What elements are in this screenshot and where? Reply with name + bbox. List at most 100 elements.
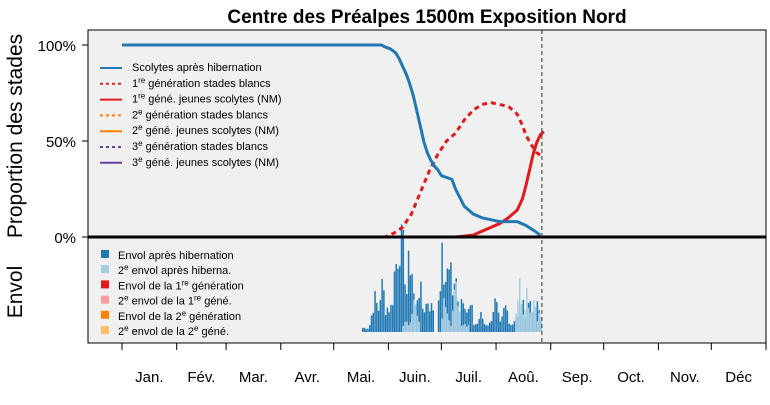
bar-envol-hib-1-140	[367, 328, 369, 332]
legend-envol-key-0	[101, 250, 109, 258]
bar-envol-hib-4-209	[488, 322, 491, 332]
bar-envol-hib-3-187	[450, 262, 452, 332]
bar-envol-hib-4-200	[473, 324, 475, 332]
bar-envol-hib-2-170	[420, 281, 422, 332]
bar-envol-hib-3-186	[448, 269, 450, 332]
legend-envol-key-3	[101, 295, 109, 304]
bar-envol-hib-2-154	[391, 305, 394, 332]
bar-envol-hib-1-138	[363, 327, 366, 332]
bar-envol-hib-2-152	[388, 312, 390, 332]
legend-envol-key-2	[101, 280, 109, 289]
bar-envol-hib-5-236	[536, 301, 539, 332]
y-axis-ticks: 0% 50% 100%	[38, 38, 88, 247]
legend-stades-label-6: 3e géné. jeunes scolytes (NM)	[132, 155, 279, 169]
y-tick-label-1: 50%	[46, 134, 76, 151]
legend-stades: Scolytes après hibernation 1re génération…	[100, 62, 282, 169]
bar-envol-hib-2-174	[427, 303, 429, 332]
x-tick-label-11: Déc	[725, 369, 752, 386]
bar-envol2-hib-2-188	[451, 310, 454, 332]
bar-envol-hib-4-215	[499, 321, 502, 332]
bar-envol-hib-4-218	[504, 305, 507, 332]
bar-envol-hib-2-171	[421, 308, 424, 332]
legend-envol-key-1	[101, 265, 109, 274]
bar-envol2-hib-3-233	[531, 312, 533, 332]
x-tick-label-10: Nov.	[670, 369, 700, 386]
bar-envol2-hib-2-184	[444, 307, 447, 332]
bar-envol2-hib-3-237	[538, 312, 540, 332]
bar-envol2-hib-2-190	[455, 281, 457, 332]
bar-envol-hib-1-141	[369, 325, 371, 332]
x-axis-ticks: Jan. Fév. Mar. Avr. Mai. Juin. Juil. Aoû. Sep. Oc…	[121, 343, 767, 386]
bar-envol-hib-4-205	[481, 318, 484, 332]
legend-envol-label-5: 2e envol de la 2e géné.	[118, 324, 229, 338]
bar-envol-hib-3-181	[439, 291, 442, 332]
legend-envol-label-4: Envol de la 2e génération	[118, 309, 241, 323]
legend-stades-label-5: 3e génération stades blancs	[132, 139, 268, 153]
series-line-gen1-jeunes	[122, 130, 545, 239]
bar-envol-hib-3-180	[437, 300, 440, 332]
y-tick-label-0: 0%	[54, 230, 76, 247]
bar-envol-hib-4-211	[492, 311, 495, 332]
bar-envol-hib-1-149	[383, 290, 385, 332]
bar-envol2-hib-1-163	[407, 325, 410, 332]
bar-envol-hib-1-139	[365, 329, 367, 332]
x-tick-label-8: Sep.	[562, 369, 593, 386]
bar-envol-hib-2-177	[432, 310, 435, 332]
bar-envol2-hib-3-235	[534, 306, 537, 332]
bar-envol-hib-4-201	[474, 324, 477, 332]
bar-envol2-hib-3-228	[522, 314, 525, 332]
bar-envol-hib-1-148	[381, 278, 383, 332]
bar-envol-hib-1-146	[377, 310, 380, 332]
bar-envol-hib-4-206	[483, 324, 486, 332]
y-axis-label-bottom: Envol	[4, 266, 27, 319]
legend-envol-key-4	[101, 310, 109, 319]
bar-envol-hib-2-158	[399, 265, 401, 332]
series-lines	[122, 43, 545, 239]
bar-envol2-hib-1-161	[404, 322, 406, 332]
bar-envol-hib-4-223	[513, 321, 516, 332]
bar-envol-hib-4-202	[476, 323, 479, 332]
bar-envol-hib-1-144	[374, 291, 376, 332]
legend-envol-key-5	[101, 326, 109, 334]
bar-envol2-hib-1-165	[411, 313, 413, 332]
bar-envol-hib-2-161	[404, 284, 406, 332]
bar-envol2-hib-3-230	[526, 288, 528, 332]
bar-envol2-hib-2-185	[446, 313, 449, 332]
bar-envol2-hib-2-183	[443, 298, 445, 332]
bar-envol-hib-3-196	[466, 312, 468, 332]
series-line-gen1-blancs	[122, 101, 543, 239]
bar-envol-hib-2-175	[429, 311, 431, 332]
bar-envol-hib-1-137	[361, 327, 364, 332]
bar-envol-hib-2-151	[386, 307, 389, 332]
bar-envol-hib-2-153	[390, 304, 392, 332]
bar-envol2-hib-1-168	[416, 315, 419, 332]
bar-envol-hib-3-197	[467, 308, 470, 332]
x-tick-label-0: Jan.	[135, 369, 163, 386]
bar-envol2-hib-2-196	[466, 326, 468, 332]
bar-envol2-hib-3-238	[540, 316, 542, 332]
bar-envol-hib-3-193	[460, 299, 463, 332]
bar-envol-hib-3-194	[462, 303, 465, 332]
legend-stades-label-3: 2e génération stades blancs	[132, 107, 268, 121]
bar-envol-hib-4-204	[480, 311, 482, 332]
legend-stades-label-1: 1re génération stades blancs	[132, 76, 271, 90]
bar-envol2-hib-3-229	[524, 309, 526, 332]
legend-envol-label-0: Envol après hibernation	[118, 250, 234, 262]
bar-envol2-hib-3-232	[529, 312, 532, 332]
bar-envol2-hib-1-162	[406, 321, 408, 332]
bar-envol2-hib-3-225	[517, 299, 519, 332]
bar-envol-hib-3-182	[441, 242, 443, 332]
bar-envol-hib-4-222	[511, 324, 514, 332]
bar-envol2-hib-2-182	[441, 318, 443, 332]
bar-envol-hib-4-214	[497, 312, 500, 332]
bar-envol-hib-2-162	[406, 294, 408, 332]
bar-envol2-hib-2-191	[457, 306, 459, 332]
bar-envol-hib-2-157	[397, 268, 399, 332]
x-tick-label-9: Oct.	[617, 369, 645, 386]
bar-envol-hib-4-217	[503, 307, 505, 332]
bar-envol-hib-2-159	[400, 224, 403, 332]
bar-envol-hib-4-210	[490, 321, 493, 332]
bar-envol2-hib-3-224	[515, 313, 517, 332]
